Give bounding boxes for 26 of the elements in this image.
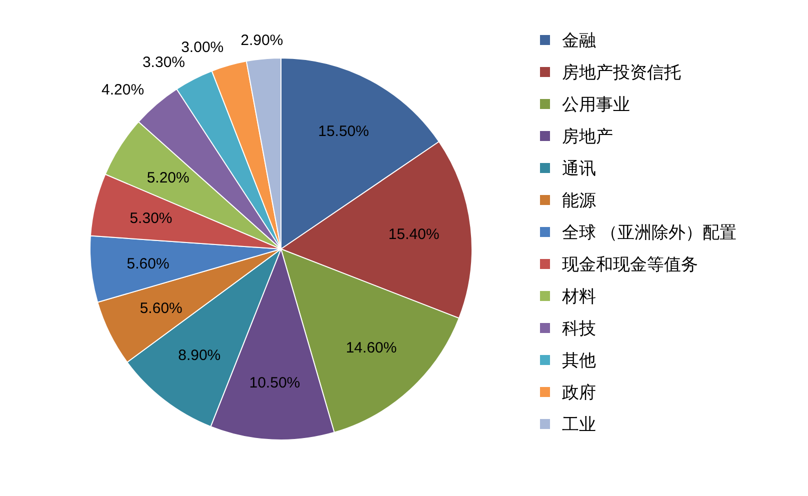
- legend-label: 房地产: [562, 127, 613, 146]
- legend-label: 其他: [562, 351, 596, 370]
- legend-label: 房地产投资信托: [562, 63, 681, 82]
- legend-label: 通讯: [562, 159, 596, 178]
- data-label: 5.60%: [126, 255, 170, 272]
- data-label: 15.40%: [388, 226, 440, 243]
- data-label: 15.50%: [318, 122, 369, 140]
- legend-label: 科技: [562, 319, 596, 338]
- legend-label: 全球 （亚洲除外）配置: [562, 223, 737, 242]
- data-label: 4.20%: [102, 82, 144, 99]
- data-label: 8.90%: [178, 346, 221, 364]
- legend-label: 能源: [562, 191, 596, 210]
- legend-label: 政府: [562, 383, 596, 402]
- data-label: 10.50%: [249, 374, 300, 392]
- legend-label: 工业: [562, 415, 596, 434]
- legend-label: 金融: [562, 31, 596, 50]
- legend-label: 材料: [561, 287, 596, 306]
- data-label: 5.30%: [130, 210, 172, 227]
- data-label: 3.00%: [181, 38, 224, 56]
- legend-label: 公用事业: [562, 95, 630, 114]
- data-label: 14.60%: [346, 340, 397, 357]
- data-label: 5.20%: [146, 169, 190, 186]
- data-label: 5.60%: [140, 300, 182, 318]
- data-label: 2.90%: [240, 32, 284, 49]
- legend-label: 现金和现金等值务: [562, 255, 698, 274]
- data-label: 3.30%: [142, 54, 186, 72]
